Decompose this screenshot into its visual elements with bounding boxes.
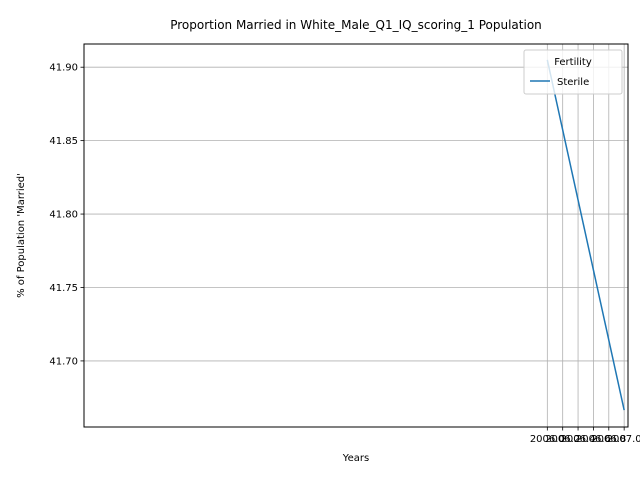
y-tick-label: 41.90 (49, 63, 78, 74)
y-tick-label: 41.85 (49, 136, 78, 147)
x-axis-label: Years (342, 453, 369, 464)
y-tick-label: 41.75 (49, 283, 78, 294)
legend-title: Fertility (554, 57, 592, 68)
legend-label-sterile: Sterile (557, 77, 589, 88)
y-tick-label: 41.70 (49, 356, 78, 367)
y-tick-label: 41.80 (49, 210, 78, 221)
chart-title: Proportion Married in White_Male_Q1_IQ_s… (170, 18, 542, 32)
y-axis-label: % of Population 'Married' (16, 173, 27, 298)
legend: Fertility Sterile (524, 50, 622, 94)
x-tick-label: 2007.0 (607, 434, 640, 445)
